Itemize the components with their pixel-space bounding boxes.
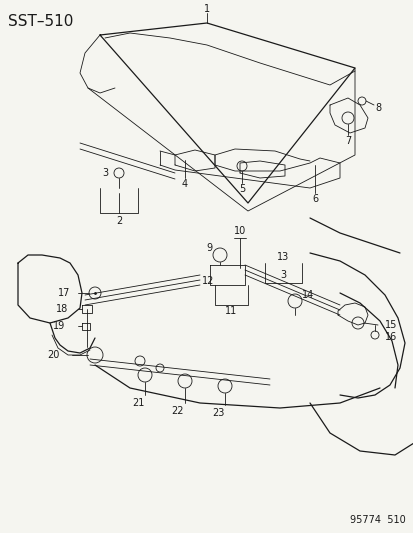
Text: 18: 18 (56, 304, 68, 314)
Text: 6: 6 (311, 194, 317, 204)
Text: 2: 2 (116, 216, 122, 226)
Text: 9: 9 (205, 243, 211, 253)
Text: 20: 20 (47, 350, 60, 360)
Text: 1: 1 (204, 4, 209, 14)
Text: 17: 17 (57, 288, 70, 298)
Text: 23: 23 (211, 408, 224, 418)
Text: 11: 11 (224, 306, 237, 316)
Text: 13: 13 (276, 252, 288, 262)
Text: 15: 15 (384, 320, 396, 330)
Text: 12: 12 (201, 276, 214, 286)
Text: 14: 14 (301, 290, 313, 300)
Text: 16: 16 (384, 332, 396, 342)
Text: 7: 7 (344, 136, 350, 146)
Text: 10: 10 (233, 226, 246, 236)
Text: 8: 8 (374, 103, 380, 113)
Text: 3: 3 (279, 270, 285, 280)
Text: 21: 21 (131, 398, 144, 408)
Text: 3: 3 (102, 168, 108, 178)
Text: 19: 19 (52, 321, 65, 331)
Text: 95774  510: 95774 510 (349, 515, 405, 525)
Text: 5: 5 (238, 184, 244, 194)
Text: 4: 4 (181, 179, 188, 189)
Text: SST–510: SST–510 (8, 14, 73, 29)
Text: 22: 22 (171, 406, 184, 416)
